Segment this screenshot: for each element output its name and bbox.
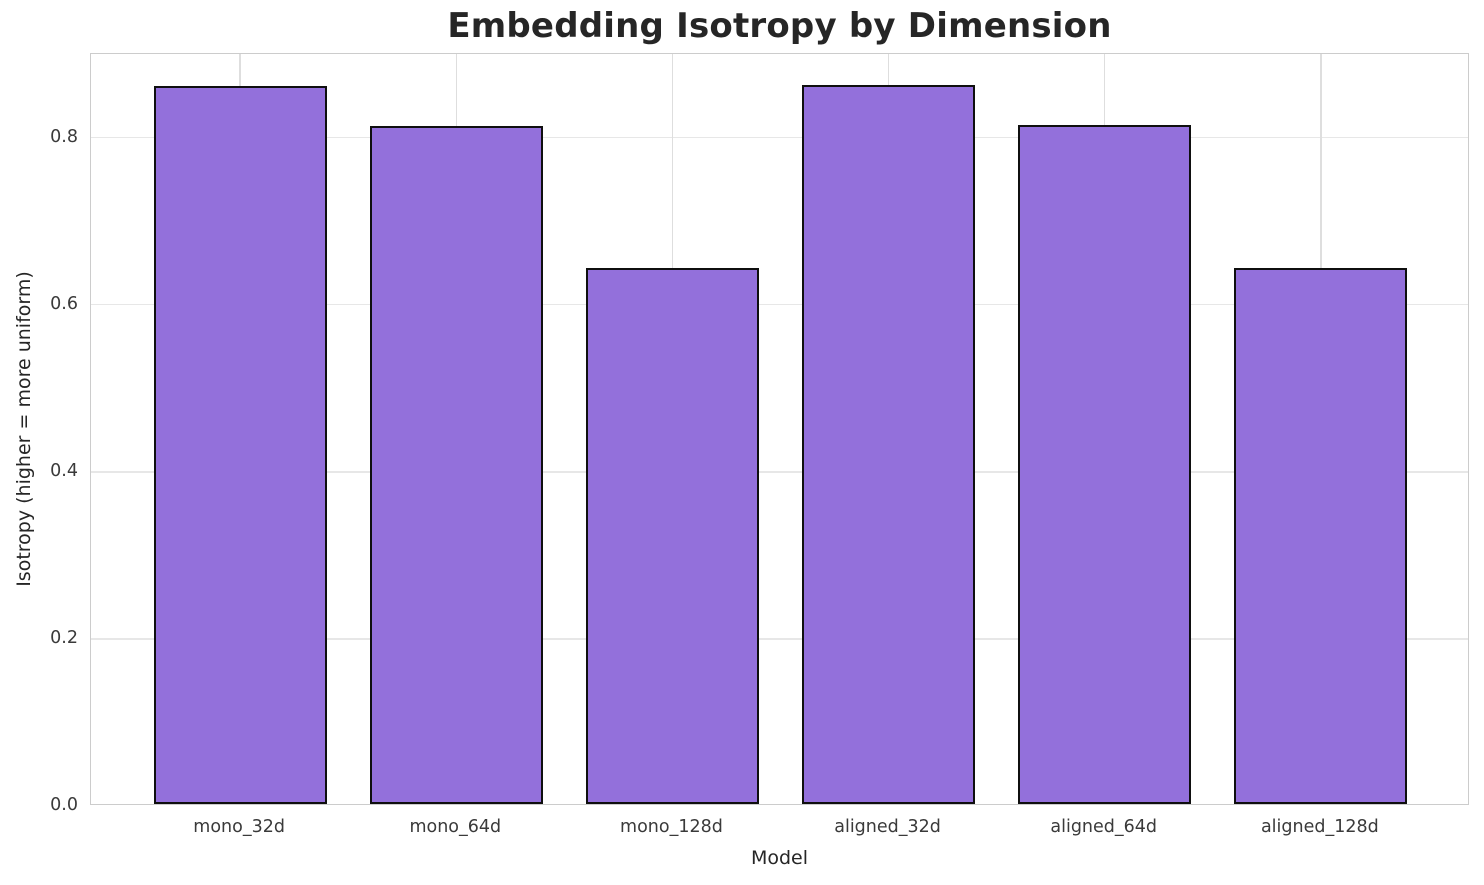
y-tick-label-0.4: 0.4 — [50, 460, 78, 481]
bar-mono_32d — [153, 86, 327, 804]
plot-area — [90, 53, 1469, 805]
chart-title: Embedding Isotropy by Dimension — [447, 6, 1112, 46]
y-tick-label-0.8: 0.8 — [50, 126, 78, 147]
x-tick-label-aligned_128d: aligned_128d — [1260, 817, 1379, 837]
x-axis-label: Model — [750, 847, 809, 869]
bar-aligned_32d — [802, 85, 976, 804]
h-gridline-0.6 — [91, 303, 1468, 306]
y-tick-label-0.6: 0.6 — [50, 293, 78, 314]
bar-mono_128d — [585, 268, 759, 804]
y-tick-label-0.0: 0.0 — [50, 795, 78, 815]
h-gridline-0.4 — [91, 471, 1468, 473]
y-tick-label-0.2: 0.2 — [50, 627, 78, 648]
h-gridline-0.8 — [91, 136, 1468, 139]
x-tick-label-aligned_32d: aligned_32d — [834, 817, 941, 837]
y-axis-label: Isotropy (higher = more uniform) — [13, 271, 35, 587]
h-gridline-0.2 — [91, 638, 1468, 640]
bar-aligned_128d — [1234, 267, 1408, 804]
x-tick-label-mono_32d: mono_32d — [193, 817, 285, 837]
bar-aligned_64d — [1018, 124, 1192, 804]
bar-mono_64d — [369, 125, 543, 804]
x-tick-label-mono_64d: mono_64d — [409, 817, 502, 837]
x-tick-label-mono_128d: mono_128d — [620, 817, 723, 837]
x-tick-label-aligned_64d: aligned_64d — [1050, 817, 1158, 837]
